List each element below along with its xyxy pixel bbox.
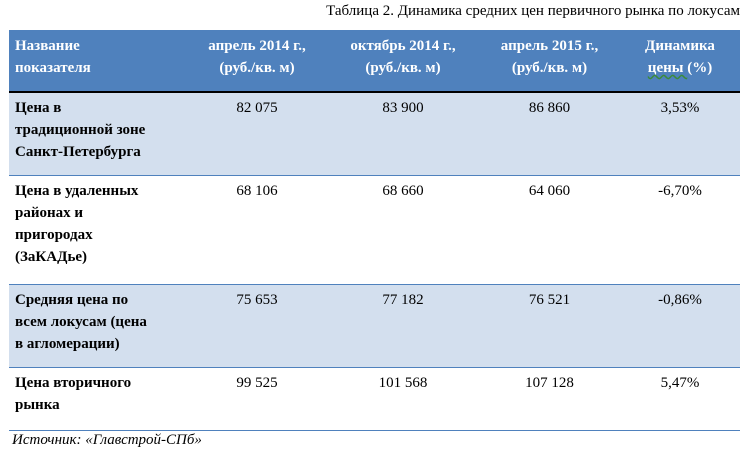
label-line: районах и [15, 205, 84, 221]
cell-october-2014: 83 900 [327, 92, 479, 176]
table-row: Средняя цена по всем локусам (цена в агл… [9, 284, 740, 368]
cell-price-change: -6,70% [620, 175, 740, 285]
cell-april-2014: 82 075 [187, 92, 327, 176]
row-label-secondary-market: Цена вторичного рынка [9, 367, 187, 431]
header-text-line: цены [647, 60, 688, 76]
header-text-line: (руб./кв. м) [511, 60, 588, 76]
cell-october-2014: 77 182 [327, 284, 479, 368]
table-caption: Таблица 2. Динамика средних цен первично… [326, 3, 740, 19]
header-text-line: (руб./кв. м) [219, 60, 295, 76]
header-text-line: (руб./кв. м) [365, 60, 441, 76]
cell-april-2014: 99 525 [187, 367, 327, 431]
cell-april-2015: 86 860 [479, 92, 620, 176]
label-line: пригородах [15, 227, 93, 243]
label-line: Цена в удаленных [15, 183, 139, 199]
header-april-2014: апрель 2014 г., (руб./кв. м) [187, 30, 327, 93]
label-line: (ЗаКАДье) [15, 249, 88, 265]
header-april-2015: апрель 2015 г., (руб./кв. м) [479, 30, 620, 93]
table-row: Цена вторичного рынка 99 525 101 568 107… [9, 367, 740, 431]
header-text-line: Название [15, 38, 80, 54]
cell-april-2015: 107 128 [479, 367, 620, 431]
label-line: Цена вторичного [15, 375, 132, 391]
cell-april-2015: 76 521 [479, 284, 620, 368]
label-line: Санкт-Петербурга [15, 144, 141, 160]
label-line: рынка [15, 397, 60, 413]
label-line: Средняя цена по [15, 292, 129, 308]
cell-april-2014: 68 106 [187, 175, 327, 285]
row-label-average-price: Средняя цена по всем локусам (цена в агл… [9, 284, 187, 368]
header-october-2014: октябрь 2014 г., (руб./кв. м) [327, 30, 479, 93]
cell-price-change: -0,86% [620, 284, 740, 368]
label-line: Цена в [15, 100, 62, 116]
header-text-line: апрель 2015 г., [500, 38, 599, 54]
cell-october-2014: 101 568 [327, 367, 479, 431]
header-price-dynamics: Динамика цены (%) [620, 30, 740, 93]
table-header-row: Название показателя апрель 2014 г., (руб… [9, 30, 740, 93]
cell-april-2014: 75 653 [187, 284, 327, 368]
row-label-traditional-zone: Цена в традиционной зоне Санкт-Петербург… [9, 92, 187, 176]
cell-october-2014: 68 660 [327, 175, 479, 285]
label-line: традиционной зоне [15, 122, 146, 138]
cell-april-2015: 64 060 [479, 175, 620, 285]
table-row: Цена в удаленных районах и пригородах (З… [9, 175, 740, 285]
row-label-remote-areas: Цена в удаленных районах и пригородах (З… [9, 175, 187, 285]
cell-price-change: 5,47% [620, 367, 740, 431]
table-row: Цена в традиционной зоне Санкт-Петербург… [9, 92, 740, 176]
header-text-line: (%) [687, 60, 713, 76]
header-text-line: Динамика [645, 38, 715, 54]
label-line: в агломерации) [15, 336, 120, 352]
source-note: Источник: «Главстрой-СПб» [12, 432, 202, 448]
header-text-line: показателя [15, 60, 91, 76]
header-text-line: октябрь 2014 г., [350, 38, 456, 54]
cell-price-change: 3,53% [620, 92, 740, 176]
price-dynamics-table: Название показателя апрель 2014 г., (руб… [9, 30, 740, 431]
header-text-line: апрель 2014 г., [208, 38, 306, 54]
header-indicator-name: Название показателя [9, 30, 187, 93]
label-line: всем локусам (цена [15, 314, 147, 330]
